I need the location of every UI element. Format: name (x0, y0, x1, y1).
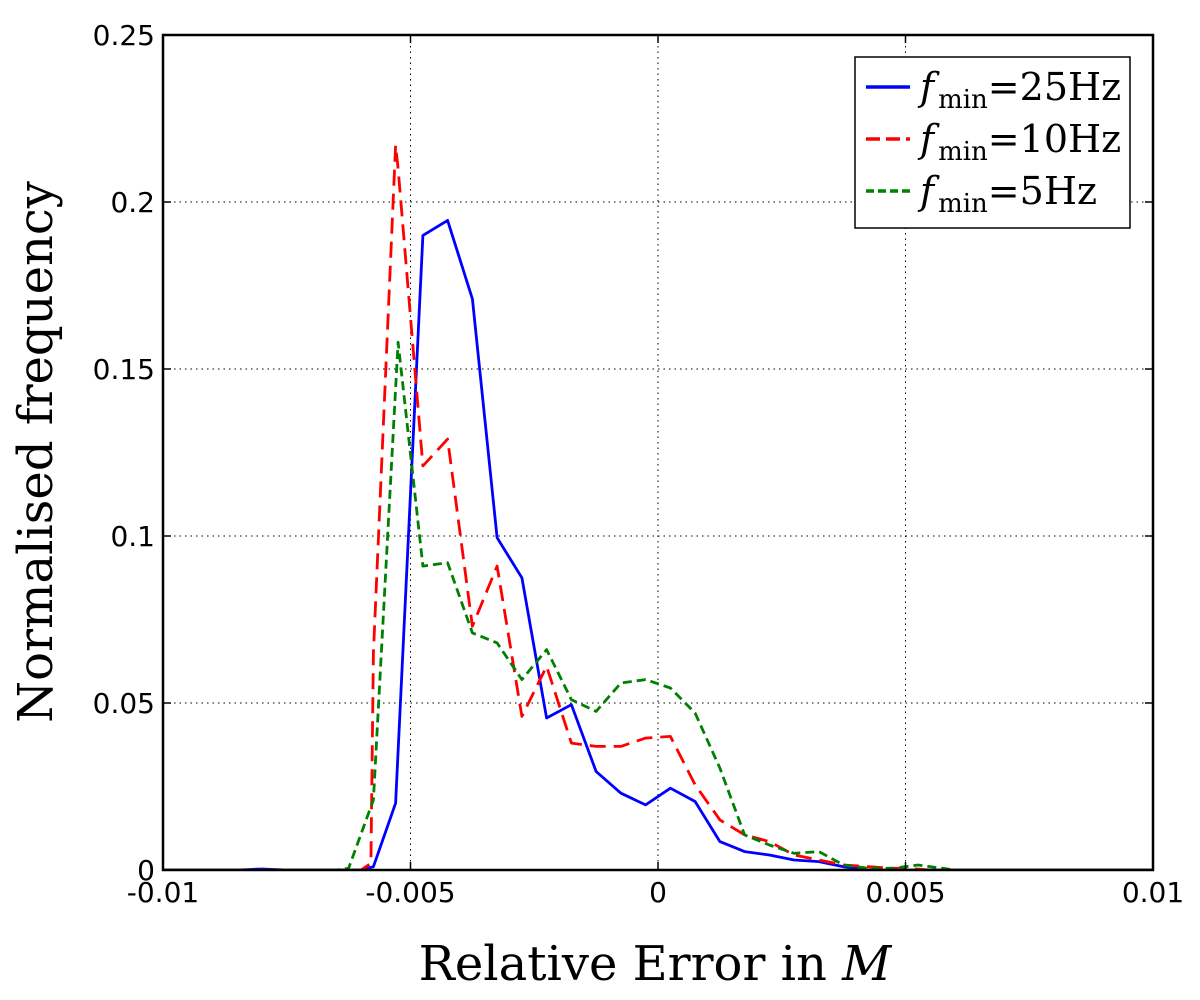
y-tick-label: 0.15 (93, 353, 155, 386)
series-line-10hz (163, 143, 1153, 870)
series-line-25hz (163, 218, 1153, 870)
y-tick-label: 0.25 (93, 19, 155, 52)
grid-lines (163, 35, 1153, 870)
x-axis-title: Relative Error in M (419, 936, 894, 992)
y-tick-label: 0.05 (93, 687, 155, 720)
legend-label: f min=5Hz (917, 169, 1097, 219)
x-tick-label: 0.005 (865, 876, 945, 909)
x-axis-title-variable: M (841, 936, 893, 992)
y-tick-label: 0.1 (110, 520, 155, 553)
x-tick-label: -0.01 (127, 876, 199, 909)
x-tick-label: 0.01 (1122, 876, 1184, 909)
series-line-5hz (163, 340, 1153, 870)
series-lines (163, 143, 1153, 870)
y-tick-label: 0.2 (110, 186, 155, 219)
y-axis-title: Normalised frequency (8, 181, 64, 723)
x-tick-label: 0 (649, 876, 667, 909)
y-tick-label: 0 (137, 854, 155, 887)
x-tick-label: -0.005 (365, 876, 455, 909)
axis-ticks: -0.01 -0.005 0 0.005 0.01 0 0.05 0.1 0.15 0.2 0.25 (93, 19, 1185, 909)
